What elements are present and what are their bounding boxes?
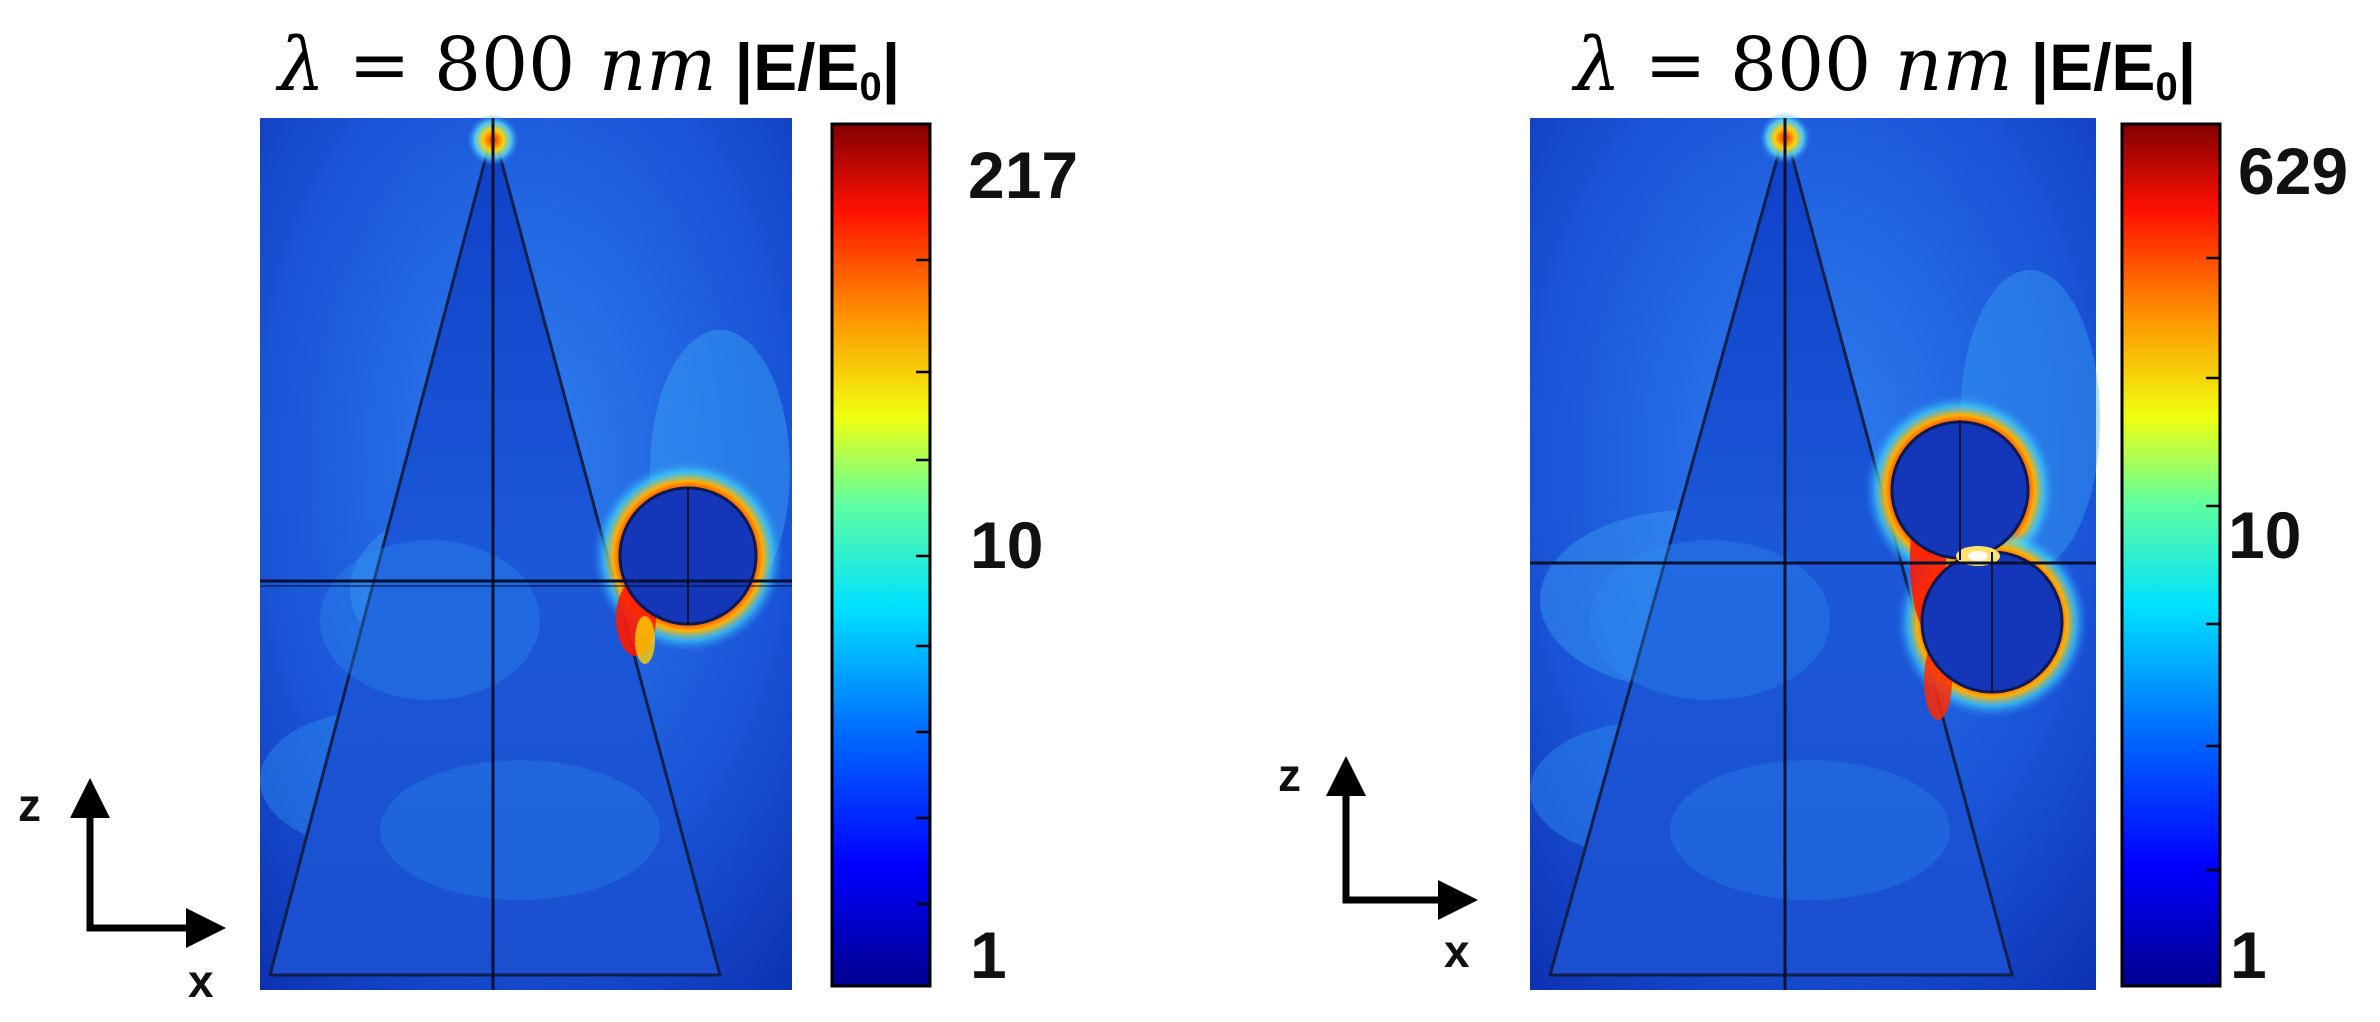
colorbar-min-label: 1 — [2230, 918, 2267, 992]
colorbar-max-label: 629 — [2238, 134, 2349, 208]
x-arrowhead-icon — [186, 908, 226, 948]
x-axis-label: x — [188, 955, 214, 1007]
z-axis-label: z — [1278, 749, 1301, 801]
panel-title: λ = 800 nm |E/E0| — [278, 22, 900, 110]
field-map-panel-single-particle: λ = 800 nm |E/E0| — [18, 22, 1079, 1007]
wavelength-unit: nm — [1894, 22, 2013, 108]
wavelength-value: 800 — [433, 22, 576, 108]
axis-triad — [1342, 774, 1456, 904]
panel-title: λ = 800 nm |E/E0| — [1574, 22, 2196, 110]
field-map-panel-dimer: λ = 800 nm |E/E0| — [1190, 0, 2380, 1022]
colorbar-mid-label: 10 — [2228, 498, 2302, 572]
equals-sign: = — [348, 22, 411, 108]
z-arrowhead-icon — [70, 778, 110, 818]
colorbar-max-label: 217 — [968, 138, 1079, 212]
colorbar-min-label: 1 — [970, 918, 1007, 992]
colorbar-mid-label: 10 — [970, 508, 1044, 582]
colorbar — [2120, 122, 2222, 988]
wavelength-unit: nm — [598, 22, 717, 108]
field-map-graphic — [70, 114, 932, 990]
field-quantity-label: |E/E0| — [2030, 30, 2197, 109]
x-axis-label: x — [1444, 925, 1470, 977]
colorbar — [830, 122, 932, 988]
lambda-symbol: λ — [278, 22, 325, 108]
field-map-graphic — [1326, 112, 2222, 990]
field-quantity-label: |E/E0| — [734, 30, 901, 109]
wavelength-value: 800 — [1729, 22, 1872, 108]
equals-sign: = — [1644, 22, 1707, 108]
x-arrowhead-icon — [1438, 880, 1478, 920]
lambda-symbol: λ — [1574, 22, 1621, 108]
z-arrowhead-icon — [1326, 756, 1366, 796]
axis-triad — [86, 796, 204, 932]
z-axis-label: z — [18, 779, 41, 831]
